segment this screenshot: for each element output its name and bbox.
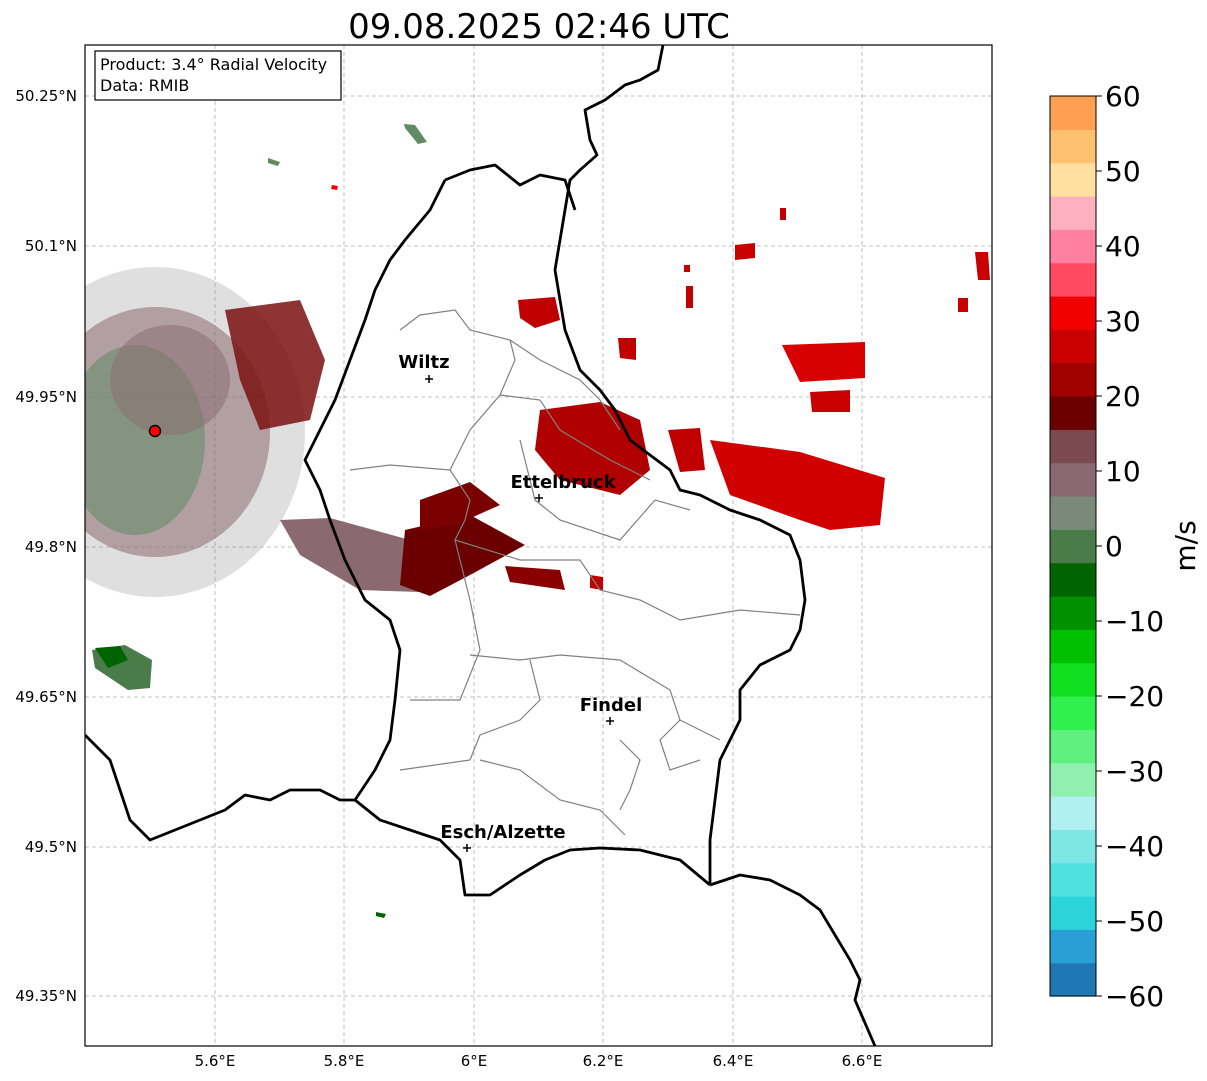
colorbar-swatches (1050, 96, 1096, 997)
map-frame (84, 44, 993, 1047)
colorbar: 60 50 40 30 20 10 0 −10 −20 −30 −40 −50 −60 m/s (1049, 80, 1202, 1013)
colorbar-swatch (1050, 829, 1096, 864)
city-label-esch-alzette: Esch/Alzette (440, 822, 565, 843)
colorbar-label: m/s (1169, 520, 1202, 571)
colorbar-swatch (1050, 962, 1096, 997)
map-panel: Wiltz Ettelbruck Findel Esch/Alzette Pro… (84, 44, 993, 1047)
colorbar-tick-label: −60 (1105, 980, 1164, 1013)
radar-echo-layer (85, 124, 990, 918)
longitude-tick-label: 6.4°E (713, 1052, 754, 1070)
colorbar-tick-label: 20 (1105, 380, 1141, 413)
latitude-tick-label: 50.25°N (15, 87, 77, 105)
colorbar-swatch (1050, 262, 1096, 297)
colorbar-swatch (1050, 529, 1096, 564)
colorbar-tick-label: 50 (1105, 155, 1141, 188)
city-marker-findel: Findel (580, 695, 643, 725)
longitude-tick-label: 6.2°E (583, 1052, 624, 1070)
colorbar-tick-label: 10 (1105, 455, 1141, 488)
longitude-tick-label: 5.6°E (195, 1052, 236, 1070)
colorbar-ticks: 60 50 40 30 20 10 0 −10 −20 −30 −40 −50 −60 (1096, 80, 1164, 1013)
colorbar-swatch (1050, 396, 1096, 430)
info-box: Product: 3.4° Radial Velocity Data: RMIB (94, 50, 342, 101)
longitude-tick-label: 5.8°E (324, 1052, 365, 1070)
latitude-axis: 50.25°N 50.1°N 49.95°N 49.8°N 49.65°N 49.5°N 4… (15, 87, 77, 1005)
colorbar-swatch (1050, 229, 1096, 264)
colorbar-tick-label: −50 (1105, 905, 1164, 938)
colorbar-swatch (1050, 129, 1096, 164)
latitude-tick-label: 49.5°N (25, 838, 77, 856)
canton-borders (349, 309, 801, 836)
colorbar-tick-label: −10 (1105, 605, 1164, 638)
colorbar-swatch (1050, 562, 1096, 597)
radar-site-marker (148, 424, 162, 438)
latitude-tick-label: 50.1°N (25, 237, 77, 255)
colorbar-swatch (1050, 596, 1096, 630)
colorbar-swatch (1050, 629, 1096, 664)
colorbar-swatch (1050, 496, 1096, 530)
colorbar-swatch (1050, 429, 1096, 464)
colorbar-tick-label: −30 (1105, 755, 1164, 788)
colorbar-swatch (1050, 796, 1096, 830)
country-borders (85, 45, 877, 1046)
colorbar-swatch (1050, 762, 1096, 797)
info-data-source: Data: RMIB (100, 76, 189, 95)
colorbar-swatch (1050, 96, 1096, 130)
colorbar-tick-label: −40 (1105, 830, 1164, 863)
colorbar-swatch (1050, 696, 1096, 730)
city-marker-ettelbruck: Ettelbruck (510, 472, 617, 502)
city-label-ettelbruck: Ettelbruck (510, 472, 616, 493)
colorbar-swatch (1050, 196, 1096, 230)
colorbar-swatch (1050, 296, 1096, 330)
info-product: Product: 3.4° Radial Velocity (100, 55, 327, 74)
colorbar-swatch (1050, 462, 1096, 497)
longitude-axis: 5.6°E 5.8°E 6°E 6.2°E 6.4°E 6.6°E (195, 1052, 883, 1070)
colorbar-swatch (1050, 329, 1096, 364)
city-label-wiltz: Wiltz (398, 352, 449, 373)
colorbar-swatch (1050, 729, 1096, 764)
colorbar-swatch (1050, 896, 1096, 930)
longitude-tick-label: 6.6°E (842, 1052, 883, 1070)
colorbar-swatch (1050, 929, 1096, 964)
colorbar-swatch (1050, 662, 1096, 697)
city-label-findel: Findel (580, 695, 643, 716)
latitude-tick-label: 49.95°N (15, 388, 77, 406)
longitude-tick-label: 6°E (461, 1052, 488, 1070)
colorbar-tick-label: 60 (1105, 80, 1141, 113)
city-marker-wiltz: Wiltz (398, 352, 450, 383)
colorbar-tick-label: 30 (1105, 305, 1141, 338)
colorbar-swatch (1050, 862, 1096, 897)
colorbar-swatch (1050, 362, 1096, 397)
latitude-tick-label: 49.8°N (25, 538, 77, 556)
city-marker-esch-alzette: Esch/Alzette (440, 822, 566, 852)
map-title: 09.08.2025 02:46 UTC (348, 7, 730, 47)
latitude-tick-label: 49.35°N (15, 987, 77, 1005)
colorbar-tick-label: 0 (1105, 530, 1123, 563)
colorbar-tick-label: −20 (1105, 680, 1164, 713)
colorbar-swatch (1050, 162, 1096, 197)
city-markers: Wiltz Ettelbruck Findel Esch/Alzette (398, 352, 642, 852)
colorbar-tick-label: 40 (1105, 230, 1141, 263)
latitude-tick-label: 49.65°N (15, 688, 77, 706)
